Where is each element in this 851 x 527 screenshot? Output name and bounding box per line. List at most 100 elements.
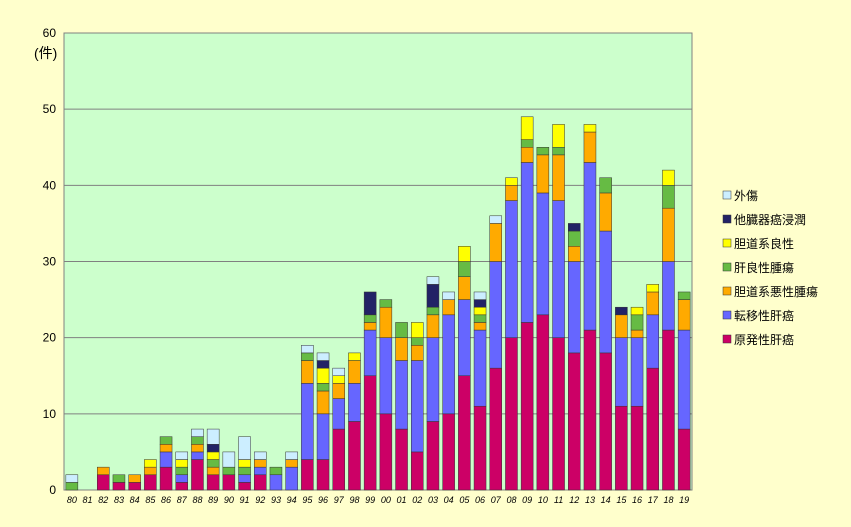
bar-segment	[316, 390, 330, 415]
bar-segment	[191, 428, 204, 437]
bar-segment	[473, 329, 487, 407]
bar-segment	[677, 329, 691, 430]
bar-segment	[630, 306, 644, 316]
x-tick-label: 92	[255, 495, 265, 505]
x-tick-label: 00	[381, 495, 391, 505]
bar-segment	[426, 276, 440, 285]
x-tick-label: 97	[334, 495, 345, 505]
bar-segment	[206, 466, 220, 476]
x-tick-label: 10	[538, 495, 548, 505]
bar-segment	[458, 246, 471, 262]
bar-segment	[269, 466, 283, 476]
bar-segment	[269, 474, 283, 491]
bar-segment	[442, 291, 455, 300]
bar-segment	[662, 169, 675, 186]
bar-segment	[599, 192, 612, 232]
bar-segment	[520, 162, 534, 323]
bar-segment	[458, 276, 471, 300]
legend-label: 転移性肝癌	[734, 308, 794, 323]
bar-segment	[458, 299, 471, 377]
bar-segment	[301, 352, 314, 361]
x-tick-label: 95	[302, 495, 313, 505]
bar-segment	[662, 261, 675, 331]
bar-segment	[473, 314, 487, 323]
bar-segment	[301, 383, 314, 460]
bar-segment	[395, 360, 408, 430]
x-tick-label: 04	[444, 495, 454, 505]
bar-segment	[677, 299, 691, 331]
x-tick-label: 83	[114, 495, 124, 505]
x-tick-label: 85	[145, 495, 156, 505]
legend-label: 胆道系悪性腫瘍	[734, 284, 818, 299]
x-tick-label: 09	[522, 495, 532, 505]
bar-segment	[411, 360, 424, 453]
bar-segment	[206, 444, 220, 453]
bar-segment	[144, 459, 157, 468]
bar-segment	[426, 306, 440, 316]
bar-segment	[505, 200, 518, 338]
bar-segment	[159, 444, 173, 453]
x-tick-label: 86	[161, 495, 171, 505]
bar-segment	[568, 352, 581, 491]
bar-segment	[332, 367, 345, 376]
bar-segment	[97, 466, 110, 476]
bar-segment	[489, 215, 502, 224]
bar-segment	[646, 284, 659, 293]
x-tick-label: 82	[98, 495, 108, 505]
bar-segment	[426, 421, 440, 491]
bar-segment	[97, 474, 110, 491]
y-axis-ticks: 0 10 20 30 40 50 60	[43, 26, 57, 497]
bar-segment	[615, 405, 628, 491]
bar-segment	[395, 337, 408, 361]
bar-segment	[552, 154, 565, 201]
bar-segment	[395, 428, 408, 491]
legend-label: 肝良性腫瘍	[734, 260, 794, 275]
bar-segment	[175, 451, 188, 460]
bar-segment	[191, 451, 204, 460]
bar-segment	[348, 360, 361, 384]
y-tick-label: 30	[43, 255, 57, 269]
bar-segment	[615, 306, 628, 316]
bar-segment	[583, 124, 597, 133]
bar-segment	[238, 482, 251, 491]
x-tick-label: 84	[130, 495, 140, 505]
bar-segment	[285, 451, 298, 460]
x-tick-label: 98	[349, 495, 359, 505]
bar-segment	[489, 261, 502, 369]
bar-segment	[159, 451, 173, 468]
legend-label: 原発性肝癌	[734, 332, 794, 347]
bar-segment	[599, 230, 612, 354]
bar-segment	[348, 383, 361, 422]
bar-segment	[191, 444, 204, 453]
x-tick-label: 02	[412, 495, 422, 505]
bar-segment	[348, 352, 361, 361]
bar-segment	[615, 314, 628, 338]
x-tick-label: 99	[365, 495, 375, 505]
x-tick-label: 16	[632, 495, 642, 505]
unit-label: (件)	[34, 45, 57, 61]
bar-segment	[458, 375, 471, 491]
legend-label: 他臓器癌浸潤	[734, 212, 806, 227]
x-tick-label: 06	[475, 495, 485, 505]
bar-segment	[473, 306, 487, 316]
x-tick-label: 81	[83, 495, 93, 505]
bar-segment	[175, 459, 188, 468]
bar-segment	[332, 398, 345, 430]
bar-segment	[206, 474, 220, 491]
bar-segment	[159, 466, 173, 491]
bar-segment	[520, 322, 534, 491]
x-tick-label: 13	[585, 495, 595, 505]
bar-segment	[630, 405, 644, 491]
bar-segment	[301, 345, 314, 354]
x-tick-label: 93	[271, 495, 281, 505]
bar-segment	[646, 367, 659, 491]
bar-segment	[379, 337, 393, 415]
y-tick-label: 10	[43, 407, 57, 421]
bar-segment	[568, 261, 581, 354]
bar-segment	[363, 291, 377, 316]
x-tick-label: 17	[648, 495, 659, 505]
bar-segment	[175, 466, 188, 476]
bar-segment	[489, 223, 502, 262]
bar-segment	[254, 474, 267, 491]
